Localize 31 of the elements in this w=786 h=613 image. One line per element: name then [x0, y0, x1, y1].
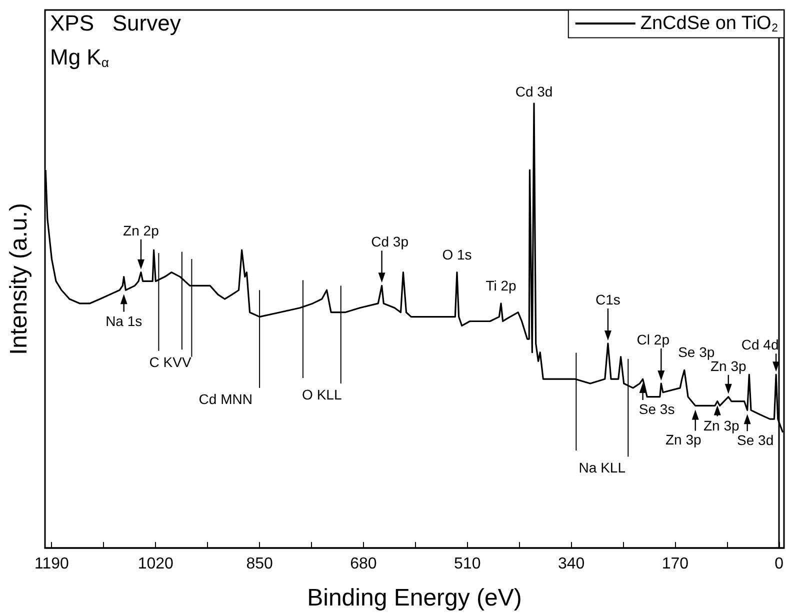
x-tick-label: 1020	[138, 556, 174, 572]
annotation: Cd 4d	[741, 336, 779, 353]
annotation: Zn 3p	[703, 417, 740, 434]
annotation: Cd 3p	[371, 234, 409, 250]
y-axis-title: Intensity (a.u.)	[6, 202, 32, 356]
annotation: Zn 3p	[710, 358, 746, 374]
annotation: O 1s	[442, 246, 472, 262]
annotation: C1s	[596, 291, 620, 308]
legend-label: ZnCdSe on TiO2	[640, 13, 778, 34]
annotation: Ti 2p	[486, 277, 517, 294]
annotation: Zn 2p	[123, 222, 160, 238]
ref-line-label: O KLL	[302, 386, 342, 402]
annotation: Na 1s	[106, 312, 142, 329]
x-axis-title: Binding Energy (eV)	[307, 584, 522, 612]
annotation: Cl 2p	[636, 331, 670, 348]
ref-line-label: C KVV	[149, 354, 192, 370]
x-tick-label: 0	[774, 556, 784, 572]
x-tick-label: 510	[454, 556, 481, 572]
text: XPS Survey	[50, 10, 181, 36]
annotation: Se 3d	[737, 432, 774, 448]
x-tick-label: 170	[662, 556, 689, 572]
ref-line-label: Na KLL	[578, 460, 626, 476]
x-tick-label: 850	[246, 556, 273, 572]
x-tick-label: 340	[558, 556, 585, 572]
ref-line-label: Cd MNN	[198, 390, 252, 407]
x-tick-label: 1190	[34, 556, 70, 572]
x-tick-label: 680	[350, 556, 377, 572]
annotation: Cd 3d	[515, 83, 553, 100]
annotation: Se 3p	[678, 344, 715, 360]
annotation: Se 3s	[638, 401, 675, 418]
annotation: Zn 3p	[665, 432, 702, 448]
